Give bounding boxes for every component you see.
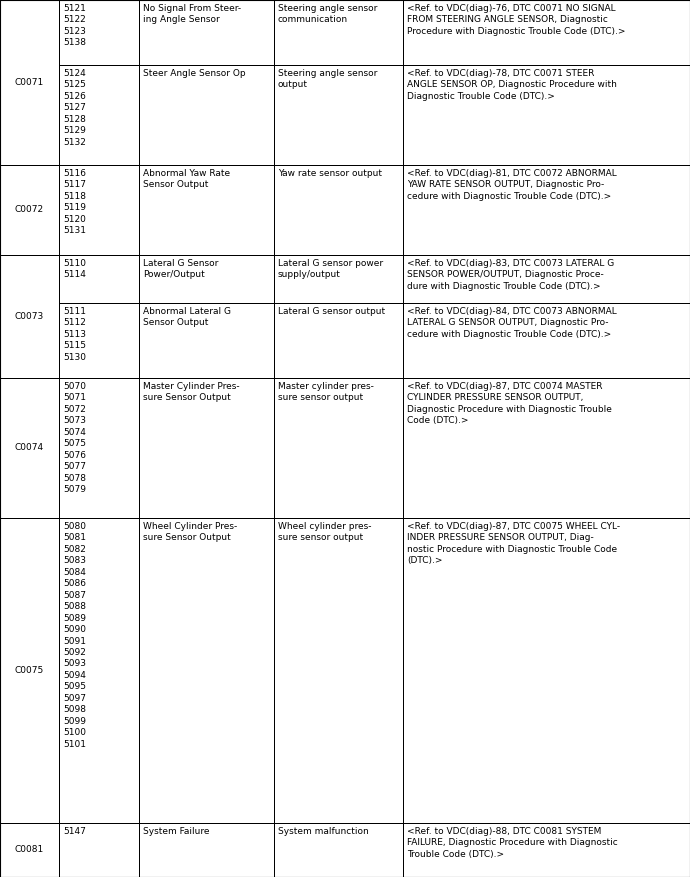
Text: <Ref. to VDC(diag)-88, DTC C0081 SYSTEM
FAILURE, Diagnostic Procedure with Diagn: <Ref. to VDC(diag)-88, DTC C0081 SYSTEM … [407, 827, 618, 859]
Bar [403, 255, 690, 303]
Bar [0, 0, 59, 165]
Text: 5121
5122
5123
5138: 5121 5122 5123 5138 [63, 4, 86, 47]
Bar [274, 518, 403, 823]
Bar [139, 255, 274, 303]
Text: C0081: C0081 [15, 845, 44, 854]
Bar [403, 518, 690, 823]
Bar [139, 303, 274, 378]
Text: <Ref. to VDC(diag)-76, DTC C0071 NO SIGNAL
FROM STEERING ANGLE SENSOR, Diagnosti: <Ref. to VDC(diag)-76, DTC C0071 NO SIGN… [407, 4, 626, 36]
Bar [274, 303, 403, 378]
Bar [139, 518, 274, 823]
Text: Abnormal Yaw Rate
Sensor Output: Abnormal Yaw Rate Sensor Output [143, 169, 230, 189]
Bar [274, 255, 403, 303]
Text: Master Cylinder Pres-
sure Sensor Output: Master Cylinder Pres- sure Sensor Output [143, 382, 239, 403]
Bar [274, 823, 403, 877]
Text: No Signal From Steer-
ing Angle Sensor: No Signal From Steer- ing Angle Sensor [143, 4, 241, 25]
Text: C0074: C0074 [15, 444, 44, 453]
Bar [403, 65, 690, 165]
Bar [403, 823, 690, 877]
Bar [59, 518, 139, 823]
Text: <Ref. to VDC(diag)-87, DTC C0075 WHEEL CYL-
INDER PRESSURE SENSOR OUTPUT, Diag-
: <Ref. to VDC(diag)-87, DTC C0075 WHEEL C… [407, 522, 620, 566]
Bar [274, 0, 403, 65]
Bar [59, 165, 139, 255]
Bar [403, 0, 690, 65]
Bar [0, 378, 59, 518]
Text: <Ref. to VDC(diag)-81, DTC C0072 ABNORMAL
YAW RATE SENSOR OUTPUT, Diagnostic Pro: <Ref. to VDC(diag)-81, DTC C0072 ABNORMA… [407, 169, 617, 201]
Bar [59, 65, 139, 165]
Text: Wheel cylinder pres-
sure sensor output: Wheel cylinder pres- sure sensor output [278, 522, 371, 543]
Bar [139, 165, 274, 255]
Text: System malfunction: System malfunction [278, 827, 368, 836]
Text: 5070
5071
5072
5073
5074
5075
5076
5077
5078
5079: 5070 5071 5072 5073 5074 5075 5076 5077 … [63, 382, 86, 494]
Bar [139, 823, 274, 877]
Bar [59, 0, 139, 65]
Text: Master cylinder pres-
sure sensor output: Master cylinder pres- sure sensor output [278, 382, 374, 403]
Bar [274, 65, 403, 165]
Text: C0072: C0072 [15, 205, 44, 215]
Text: 5116
5117
5118
5119
5120
5131: 5116 5117 5118 5119 5120 5131 [63, 169, 86, 235]
Bar [0, 165, 59, 255]
Bar [139, 65, 274, 165]
Text: C0071: C0071 [15, 78, 44, 87]
Bar [274, 378, 403, 518]
Text: Steering angle sensor
output: Steering angle sensor output [278, 69, 377, 89]
Text: Wheel Cylinder Pres-
sure Sensor Output: Wheel Cylinder Pres- sure Sensor Output [143, 522, 237, 543]
Bar [139, 378, 274, 518]
Text: <Ref. to VDC(diag)-84, DTC C0073 ABNORMAL
LATERAL G SENSOR OUTPUT, Diagnostic Pr: <Ref. to VDC(diag)-84, DTC C0073 ABNORMA… [407, 307, 617, 339]
Bar [0, 823, 59, 877]
Text: 5110
5114: 5110 5114 [63, 259, 86, 280]
Text: 5147: 5147 [63, 827, 86, 836]
Bar [0, 255, 59, 378]
Text: 5111
5112
5113
5115
5130: 5111 5112 5113 5115 5130 [63, 307, 86, 362]
Bar [0, 518, 59, 823]
Bar [139, 0, 274, 65]
Text: <Ref. to VDC(diag)-87, DTC C0074 MASTER
CYLINDER PRESSURE SENSOR OUTPUT,
Diagnos: <Ref. to VDC(diag)-87, DTC C0074 MASTER … [407, 382, 612, 425]
Bar [403, 165, 690, 255]
Text: Steering angle sensor
communication: Steering angle sensor communication [278, 4, 377, 25]
Text: Abnormal Lateral G
Sensor Output: Abnormal Lateral G Sensor Output [143, 307, 231, 327]
Text: C0075: C0075 [15, 666, 44, 675]
Bar [59, 255, 139, 303]
Text: Lateral G sensor power
supply/output: Lateral G sensor power supply/output [278, 259, 383, 280]
Text: 5124
5125
5126
5127
5128
5129
5132: 5124 5125 5126 5127 5128 5129 5132 [63, 69, 86, 146]
Text: <Ref. to VDC(diag)-83, DTC C0073 LATERAL G
SENSOR POWER/OUTPUT, Diagnostic Proce: <Ref. to VDC(diag)-83, DTC C0073 LATERAL… [407, 259, 614, 291]
Text: <Ref. to VDC(diag)-78, DTC C0071 STEER
ANGLE SENSOR OP, Diagnostic Procedure wit: <Ref. to VDC(diag)-78, DTC C0071 STEER A… [407, 69, 617, 101]
Text: System Failure: System Failure [143, 827, 210, 836]
Text: Yaw rate sensor output: Yaw rate sensor output [278, 169, 382, 178]
Bar [403, 303, 690, 378]
Bar [59, 378, 139, 518]
Text: Steer Angle Sensor Op: Steer Angle Sensor Op [143, 69, 246, 78]
Bar [403, 378, 690, 518]
Bar [59, 303, 139, 378]
Text: Lateral G Sensor
Power/Output: Lateral G Sensor Power/Output [143, 259, 218, 280]
Text: Lateral G sensor output: Lateral G sensor output [278, 307, 385, 316]
Text: 5080
5081
5082
5083
5084
5086
5087
5088
5089
5090
5091
5092
5093
5094
5095
5097
: 5080 5081 5082 5083 5084 5086 5087 5088 … [63, 522, 86, 749]
Bar [59, 823, 139, 877]
Text: C0073: C0073 [15, 312, 44, 321]
Bar [274, 165, 403, 255]
